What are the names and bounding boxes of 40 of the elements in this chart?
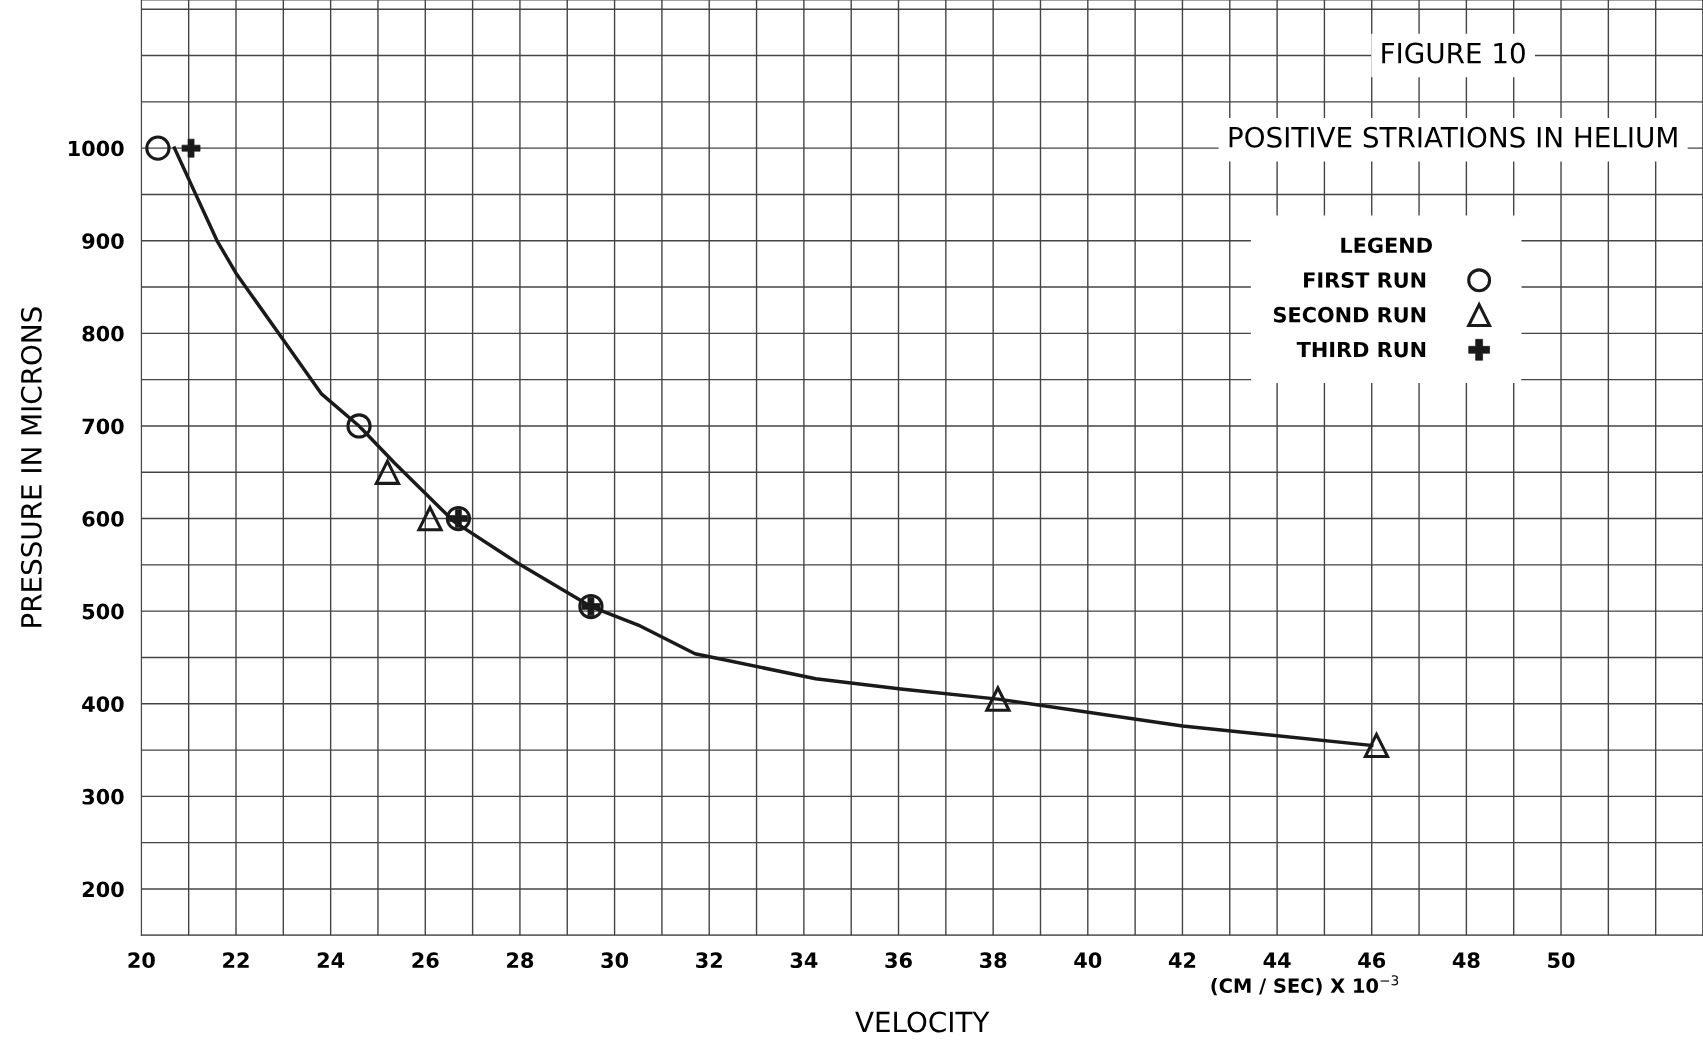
x-tick-label: 40 <box>1074 952 1102 969</box>
x-tick-label: 46 <box>1358 952 1386 969</box>
legend-label: SECOND RUN <box>1273 306 1426 323</box>
point <box>374 459 401 485</box>
x-tick-label: 22 <box>223 952 249 968</box>
x-axis-title: VELOCITY <box>855 1011 990 1033</box>
y-axis-title: PRESSURE IN MICRONS <box>20 307 42 627</box>
legend-label: THIRD RUN <box>1296 341 1426 358</box>
y-tick-label: 500 <box>82 603 124 620</box>
text: FIGURE 10 <box>1382 42 1525 64</box>
point <box>417 505 443 532</box>
y-tick-label: 700 <box>82 418 124 435</box>
x-tick-label: 36 <box>885 952 912 969</box>
x-tick-label: 44 <box>1263 952 1291 968</box>
x-tick-label: 32 <box>696 952 722 969</box>
x-tick-label: 24 <box>317 952 345 968</box>
y-tick-label: 800 <box>82 325 124 342</box>
y-tick-label: 400 <box>82 696 124 712</box>
y-tick-label: 300 <box>82 788 124 805</box>
legend-title: LEGEND <box>1341 237 1432 254</box>
y-tick-label: 600 <box>82 511 124 527</box>
x-tick-label: 34 <box>790 952 818 969</box>
point <box>1363 732 1390 759</box>
x-tick-label: 30 <box>601 952 629 969</box>
y-tick-label: 200 <box>82 881 124 898</box>
text: (CM / SEC) X 10$^{−3}$ <box>1211 975 1399 996</box>
x-tick-label: 42 <box>1168 952 1196 968</box>
point <box>346 413 372 439</box>
x-tick-label: 28 <box>507 952 534 969</box>
legend-label: FIRST RUN <box>1304 272 1426 288</box>
x-tick-label: 48 <box>1452 952 1480 969</box>
y-tick-label: 900 <box>82 233 124 249</box>
point <box>145 135 171 161</box>
point <box>985 686 1011 712</box>
y-tick-label: 1000 <box>69 140 124 157</box>
x-tick-label: 50 <box>1548 952 1575 969</box>
x-tick-label: 38 <box>980 952 1007 969</box>
x-tick-label: 20 <box>128 952 155 969</box>
text: POSITIVE STRIATIONS IN HELIUM <box>1229 126 1677 148</box>
x-tick-label: 26 <box>412 952 439 969</box>
